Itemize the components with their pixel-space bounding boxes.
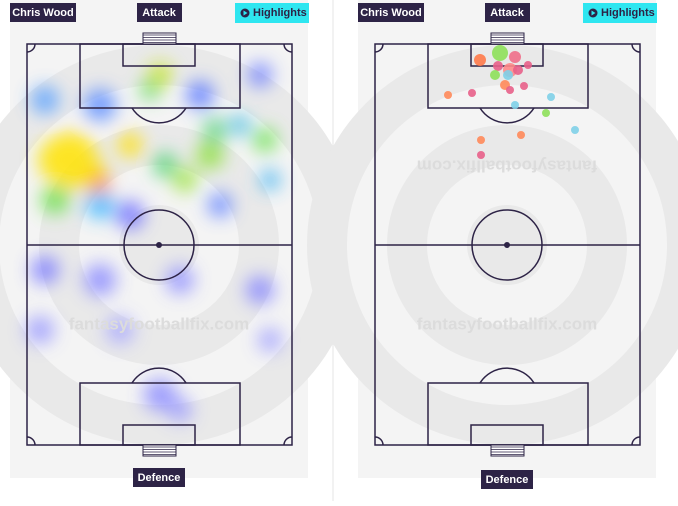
shot-dot <box>492 45 508 61</box>
heat-blob <box>253 128 277 152</box>
shot-dot <box>468 89 476 97</box>
heat-blob <box>186 81 214 109</box>
shot-dot <box>490 70 500 80</box>
highlights-button[interactable]: Highlights <box>583 3 657 23</box>
heat-blob <box>31 256 59 284</box>
highlights-label[interactable]: Highlights <box>253 7 307 19</box>
penalty-arc <box>479 107 535 124</box>
heatmap <box>26 63 282 422</box>
heat-blob <box>153 153 177 177</box>
heat-blob <box>86 191 114 219</box>
heat-blob <box>144 379 176 411</box>
heat-blob <box>116 201 144 229</box>
corner-arc <box>26 43 36 53</box>
highlights-button-bg[interactable] <box>583 3 657 23</box>
corner-arc <box>631 43 641 53</box>
panel: fantasyfootballfix.com Chris Wood Attack Hi… <box>0 0 359 487</box>
corner-arc <box>631 436 641 446</box>
heat-blob <box>118 133 142 157</box>
play-triangle[interactable] <box>591 10 596 16</box>
defence-label: Defence <box>486 474 529 486</box>
heat-blob <box>106 316 134 344</box>
player-tag-bg <box>358 3 424 22</box>
heat-blob <box>248 63 272 87</box>
heat-blob <box>258 328 282 352</box>
player-tag-bg <box>10 3 76 22</box>
penalty-arc <box>479 367 535 384</box>
heat-blob <box>166 266 194 294</box>
watermark: fantasyfootballfix.com <box>417 314 597 333</box>
heat-blob <box>31 86 59 114</box>
shot-dot <box>444 91 452 99</box>
highlights-button[interactable]: Highlights <box>235 3 309 23</box>
shot-dot <box>474 54 486 66</box>
attack-tag-bg <box>137 3 182 22</box>
centre-circle <box>471 209 543 281</box>
player-name: Chris Wood <box>360 7 422 19</box>
attack-tag-bg <box>485 3 530 22</box>
play-triangle[interactable] <box>243 10 248 16</box>
heat-blob <box>26 316 54 344</box>
heat-blob <box>84 264 116 296</box>
heat-blob <box>90 175 110 195</box>
heat-blob <box>42 132 98 188</box>
shot-dot <box>571 126 579 134</box>
corner-arc <box>374 43 384 53</box>
shot-dot <box>542 109 550 117</box>
shot-dot <box>509 51 521 63</box>
panel: fantasyfootballfix.com fantasyfootballfix… <box>307 0 678 489</box>
attack-label: Attack <box>490 7 525 19</box>
shot-dot <box>477 136 485 144</box>
corner-arc <box>374 436 384 446</box>
heat-blob <box>203 118 227 142</box>
centre-spot <box>504 242 510 248</box>
penalty-arc <box>131 107 187 124</box>
shot-dot <box>503 70 513 80</box>
player-name: Chris Wood <box>12 7 74 19</box>
heat-blob <box>84 89 116 121</box>
centre-spot <box>156 242 162 248</box>
shot-dot <box>547 93 555 101</box>
heat-blob <box>196 141 224 169</box>
defence-tag-bg <box>133 468 185 487</box>
watermark: fantasyfootballfix.com <box>417 157 597 176</box>
heat-blob <box>208 193 232 217</box>
defence-label: Defence <box>138 472 181 484</box>
goal <box>142 32 177 45</box>
heat-blob <box>246 276 274 304</box>
shot-dot <box>493 61 503 71</box>
centre-circle <box>123 209 195 281</box>
heat-blob <box>168 398 192 422</box>
heat-blob <box>41 186 69 214</box>
corner-arc <box>26 436 36 446</box>
highlights-button-bg[interactable] <box>235 3 309 23</box>
goal <box>490 32 525 45</box>
shot-dot <box>517 131 525 139</box>
defence-tag-bg <box>481 470 533 489</box>
penalty-arc <box>131 367 187 384</box>
shot-dot <box>506 86 514 94</box>
heat-blob <box>260 170 280 190</box>
shot-dot <box>477 151 485 159</box>
goal <box>142 444 177 457</box>
highlights-label[interactable]: Highlights <box>601 7 655 19</box>
heat-blob <box>173 168 197 192</box>
shot-dot <box>520 82 528 90</box>
attack-label: Attack <box>142 7 177 19</box>
heat-blob <box>230 115 250 135</box>
shot-dot <box>511 101 519 109</box>
corner-arc <box>283 43 293 53</box>
corner-arc <box>283 436 293 446</box>
watermark: fantasyfootballfix.com <box>69 314 249 333</box>
shot-dot <box>524 61 532 69</box>
goal <box>490 444 525 457</box>
heat-blob <box>140 80 160 100</box>
shot-dot <box>513 65 523 75</box>
